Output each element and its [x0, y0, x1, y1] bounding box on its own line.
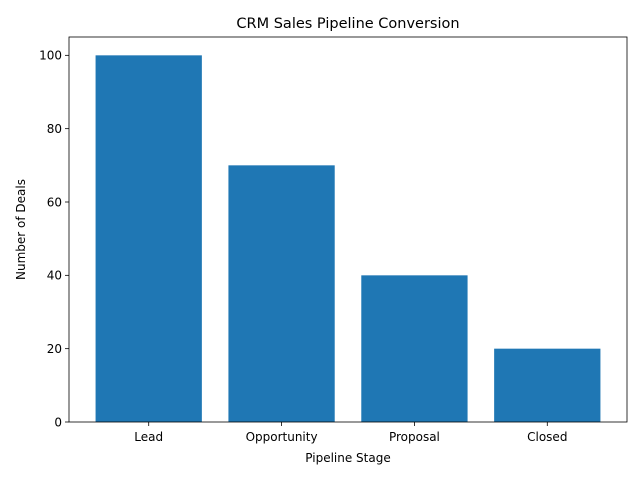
ticks-layer: Lead Opportunity Proposal Closed 0 20 40 60 80 10… — [39, 49, 567, 444]
y-tick-label: 80 — [47, 122, 62, 136]
chart-title: CRM Sales Pipeline Conversion — [236, 16, 459, 32]
bar-opportunity — [228, 165, 335, 423]
y-tick-label: 100 — [39, 49, 62, 63]
x-tick-label: Opportunity — [246, 430, 318, 444]
x-axis-label: Pipeline Stage — [305, 451, 390, 465]
y-tick-label: 40 — [47, 269, 62, 283]
y-tick-label: 60 — [47, 195, 62, 209]
bar-closed — [494, 348, 601, 422]
bar-lead — [95, 55, 202, 422]
axes-layer — [68, 36, 628, 423]
plot-frame — [68, 36, 628, 423]
y-tick-label: 0 — [54, 415, 62, 429]
bars-layer — [95, 55, 601, 423]
x-tick-label: Lead — [134, 430, 163, 444]
y-tick-label: 20 — [47, 342, 62, 356]
x-tick-label: Proposal — [389, 430, 440, 444]
x-tick-label: Closed — [527, 430, 567, 444]
y-axis-label: Number of Deals — [14, 179, 28, 280]
bar-proposal — [361, 275, 468, 422]
